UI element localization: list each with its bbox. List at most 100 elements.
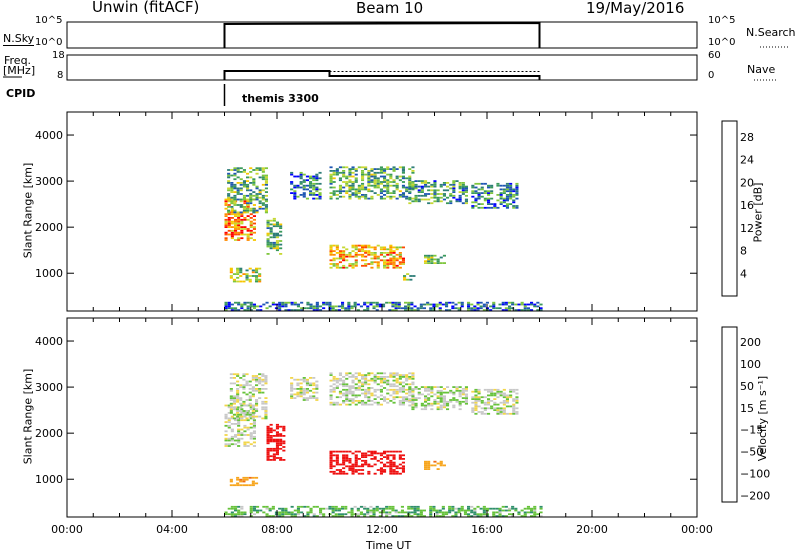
- velocity-cell: [248, 402, 252, 405]
- velocity-cell: [243, 419, 247, 422]
- power-cell: [351, 194, 355, 196]
- power-cell: [261, 167, 265, 170]
- power-cell: [245, 278, 249, 281]
- power-cell: [234, 213, 238, 216]
- velocity-cell: [367, 403, 371, 406]
- velocity-cell: [379, 390, 383, 393]
- power-cell: [361, 188, 365, 191]
- power-cell: [246, 233, 250, 236]
- power-cell: [266, 219, 270, 222]
- velocity-cell: [232, 402, 236, 405]
- power-cell: [482, 305, 486, 308]
- velocity-cell: [433, 464, 437, 467]
- power-cell: [515, 205, 519, 207]
- velocity-cell: [392, 401, 396, 404]
- power-cell: [236, 169, 240, 171]
- velocity-cell: [439, 408, 443, 411]
- power-cell: [258, 167, 262, 170]
- velocity-cell: [361, 400, 365, 402]
- power-cell: [265, 307, 269, 310]
- power-cell: [474, 192, 478, 194]
- velocity-cell: [493, 407, 497, 410]
- velocity-cell: [411, 408, 415, 411]
- power-cell: [246, 235, 250, 238]
- power-cell: [240, 213, 244, 216]
- power-cell: [383, 246, 387, 249]
- power-cell: [351, 264, 355, 267]
- power-cell: [477, 188, 481, 191]
- power-cell: [504, 303, 508, 306]
- velocity-cell: [464, 386, 468, 388]
- velocity-cell: [414, 399, 418, 401]
- velocity-cell: [520, 509, 524, 512]
- power-cell: [376, 257, 380, 260]
- power-cell: [441, 303, 445, 306]
- velocity-cell: [236, 400, 240, 403]
- power-cell: [530, 303, 534, 306]
- power-cell: [401, 170, 405, 172]
- velocity-cell: [315, 388, 319, 390]
- power-cell: [296, 305, 300, 308]
- power-cell: [430, 189, 434, 192]
- velocity-cell: [251, 404, 255, 407]
- power-cell: [369, 301, 373, 304]
- power-cell: [496, 184, 500, 187]
- power-cell: [293, 190, 297, 193]
- velocity-cell: [224, 443, 228, 446]
- power-cell: [224, 307, 228, 310]
- velocity-cell: [539, 505, 543, 508]
- power-cell: [342, 259, 346, 262]
- power-cell: [370, 197, 374, 200]
- velocity-cell: [262, 505, 266, 508]
- power-cell: [232, 278, 236, 281]
- velocity-cell: [495, 515, 499, 517]
- velocity-cell: [264, 417, 268, 420]
- power-cell: [243, 228, 247, 230]
- velocity-cell: [305, 384, 309, 387]
- velocity-cell: [354, 463, 358, 466]
- power-cell: [370, 181, 374, 183]
- velocity-cell: [230, 430, 234, 433]
- power-cell: [348, 171, 352, 174]
- velocity-cell: [335, 401, 339, 404]
- velocity-cell: [370, 394, 374, 397]
- velocity-cell: [401, 469, 405, 471]
- power-cell: [383, 266, 387, 269]
- velocity-cell: [315, 386, 319, 388]
- velocity-cell: [282, 429, 286, 432]
- velocity-cell: [338, 450, 342, 453]
- velocity-cell: [383, 470, 387, 473]
- power-cell: [509, 188, 513, 191]
- power-cell: [509, 203, 513, 205]
- velocity-cell: [414, 404, 418, 407]
- power-cell: [261, 198, 265, 201]
- velocity-cell: [389, 385, 393, 388]
- power-cell: [364, 186, 368, 189]
- power-cell: [271, 303, 275, 306]
- power-cell: [230, 229, 234, 232]
- velocity-cell: [526, 505, 530, 508]
- velocity-cell: [471, 398, 475, 400]
- velocity-cell: [331, 511, 335, 514]
- velocity-cell: [485, 507, 489, 510]
- power-cell: [249, 301, 253, 304]
- power-cell: [383, 171, 387, 174]
- power-cell: [467, 307, 471, 310]
- velocity-cell: [309, 395, 313, 398]
- velocity-cell: [229, 412, 233, 414]
- velocity-cell: [348, 387, 352, 389]
- power-cell: [502, 192, 506, 194]
- power-cell: [471, 206, 475, 209]
- power-cell: [361, 246, 365, 249]
- velocity-cell: [364, 390, 368, 393]
- velocity-cell: [376, 469, 380, 471]
- power-cell: [364, 168, 368, 170]
- power-cell: [379, 181, 383, 183]
- power-cell: [290, 303, 294, 306]
- velocity-cell: [379, 376, 383, 378]
- power-cell: [373, 179, 377, 182]
- velocity-cell: [473, 507, 477, 510]
- power-cell: [512, 201, 516, 204]
- power-cell: [353, 301, 357, 304]
- velocity-cell: [383, 398, 387, 400]
